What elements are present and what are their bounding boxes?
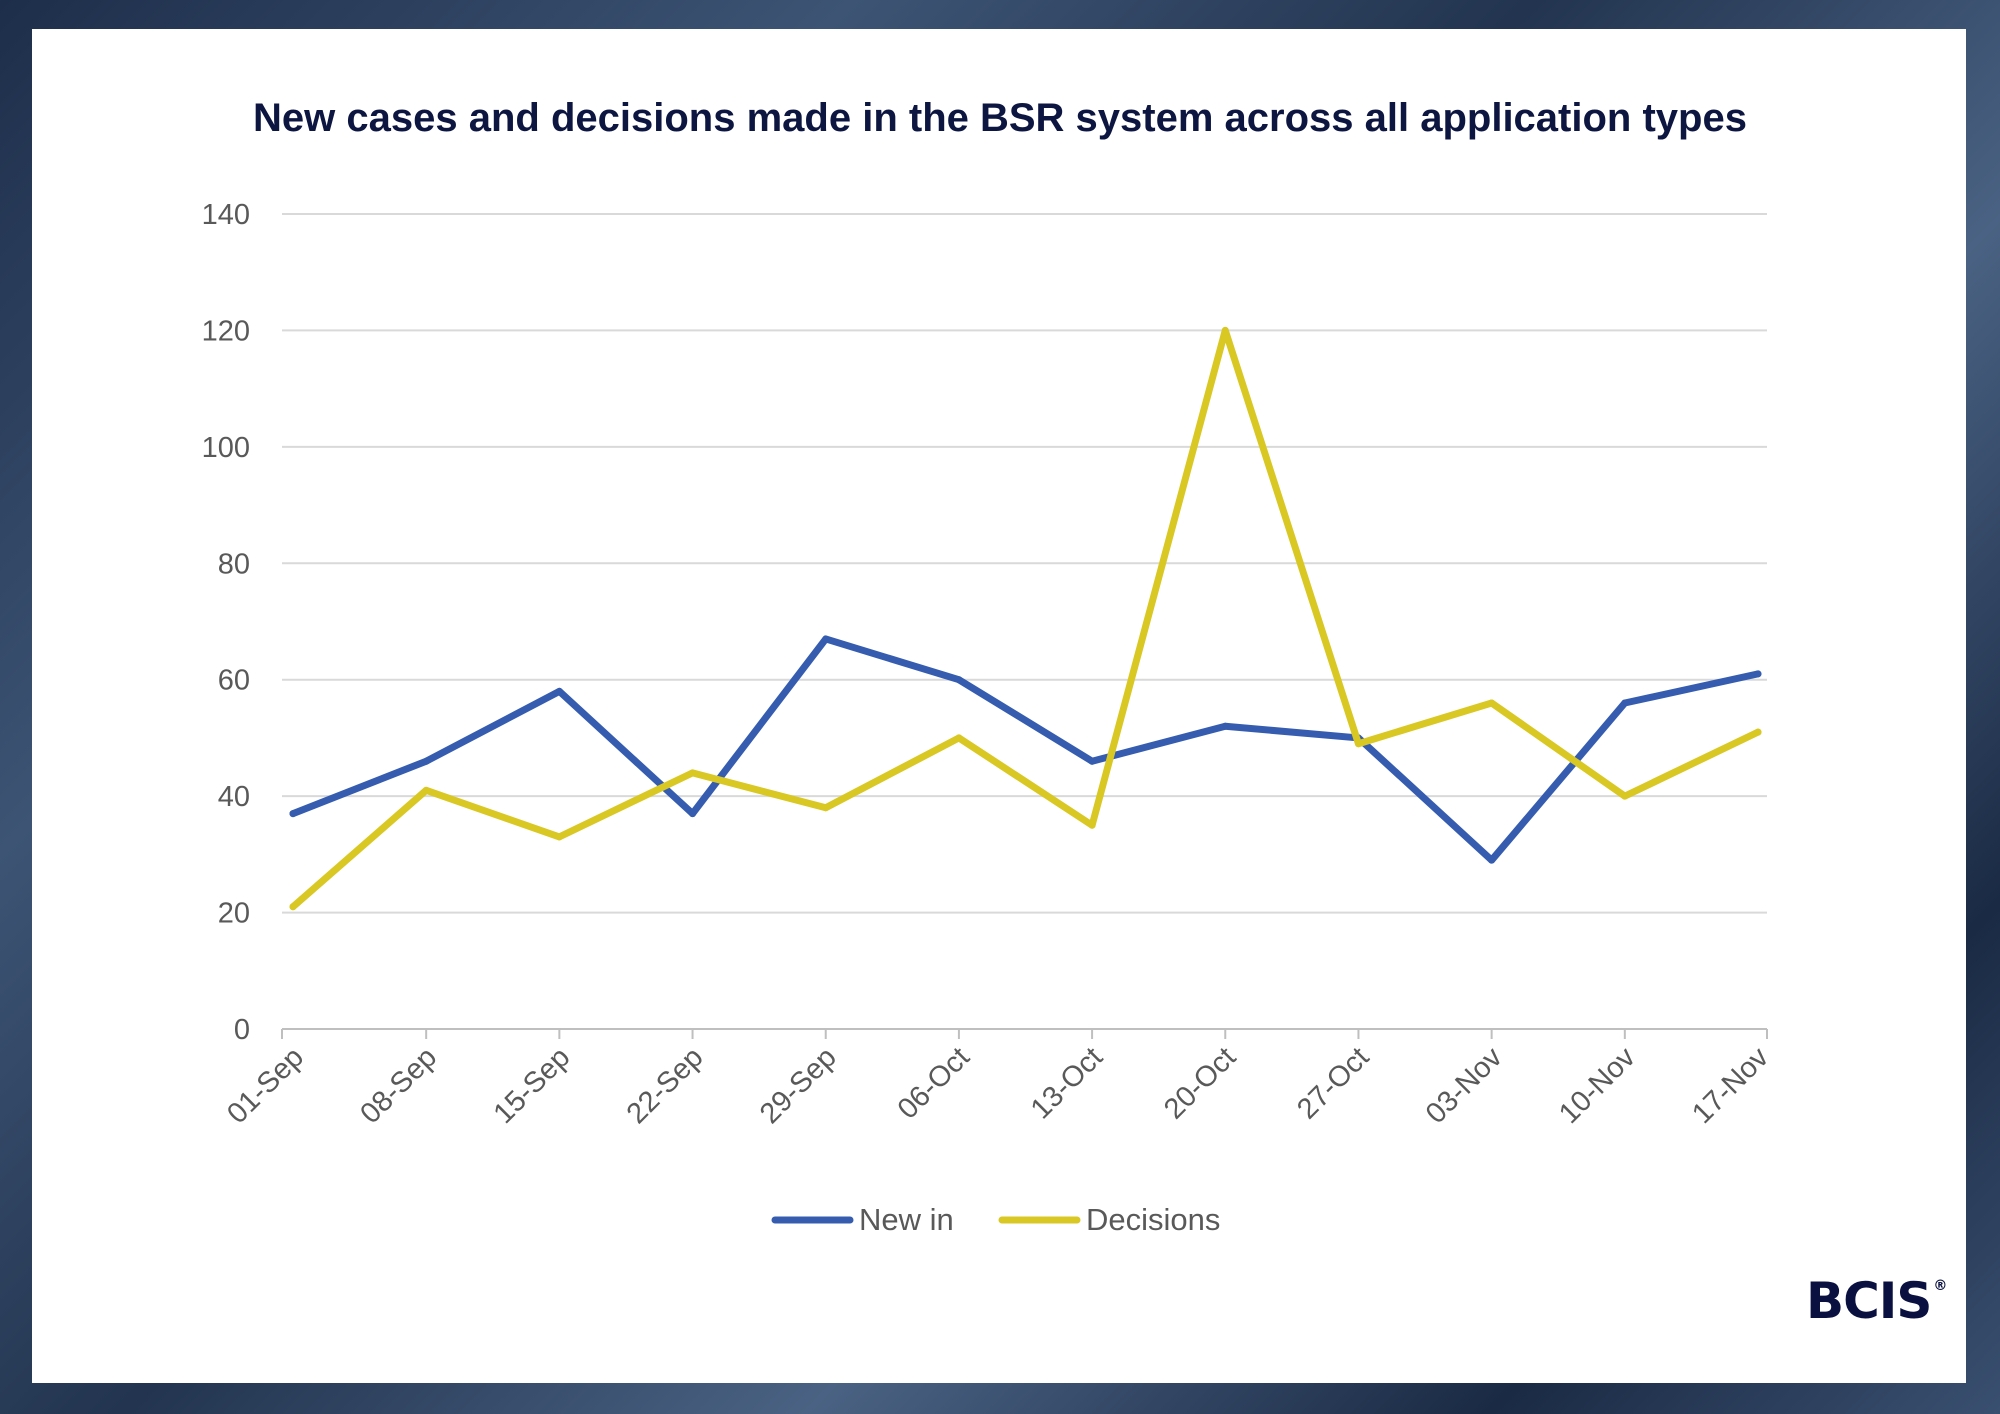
legend-label: Decisions — [1086, 1202, 1220, 1237]
data-point — [955, 676, 963, 684]
series-line-new-in — [289, 635, 1762, 864]
data-point — [955, 734, 963, 742]
bcis-logo: BCIS ® — [1806, 1272, 1947, 1330]
data-point — [822, 635, 830, 643]
x-tick-label: 17-Nov — [1686, 1041, 1775, 1130]
series-line-decisions — [289, 326, 1762, 911]
data-point — [289, 903, 297, 911]
data-point — [822, 804, 830, 812]
data-point — [689, 769, 697, 777]
data-point — [1488, 856, 1496, 864]
y-tick-label: 60 — [218, 665, 250, 697]
data-point — [1488, 699, 1496, 707]
data-point — [689, 810, 697, 818]
y-tick-label: 0 — [234, 1014, 250, 1046]
x-tick-label: 15-Sep — [488, 1041, 577, 1130]
data-point — [1621, 699, 1629, 707]
data-point — [1754, 728, 1762, 736]
data-point — [1754, 670, 1762, 678]
data-point — [1221, 326, 1229, 334]
data-point — [1621, 792, 1629, 800]
x-tick-label: 22-Sep — [621, 1041, 710, 1130]
x-tick-label: 01-Sep — [221, 1041, 310, 1130]
y-tick-label: 80 — [218, 548, 250, 580]
data-point — [1088, 821, 1096, 829]
x-tick-label: 20-Oct — [1158, 1041, 1242, 1125]
data-point — [1221, 722, 1229, 730]
x-tick-label: 10-Nov — [1553, 1041, 1642, 1130]
data-point — [422, 786, 430, 794]
x-tick-label: 03-Nov — [1420, 1041, 1509, 1130]
data-point — [1354, 740, 1362, 748]
y-tick-label: 100 — [202, 432, 250, 464]
x-tick-label: 29-Sep — [754, 1041, 843, 1130]
data-point — [555, 833, 563, 841]
logo-text: BCIS — [1806, 1272, 1932, 1330]
data-point — [289, 810, 297, 818]
x-tick-label: 06-Oct — [892, 1041, 976, 1125]
legend-label: New in — [859, 1202, 954, 1237]
data-point — [422, 757, 430, 765]
x-tick-label: 13-Oct — [1025, 1041, 1109, 1125]
data-point — [555, 687, 563, 695]
x-tick-label: 08-Sep — [354, 1041, 443, 1130]
y-tick-label: 140 — [202, 199, 250, 231]
y-tick-label: 120 — [202, 315, 250, 347]
y-tick-label: 20 — [218, 898, 250, 930]
data-point — [1088, 757, 1096, 765]
y-tick-label: 40 — [218, 781, 250, 813]
chart-title: New cases and decisions made in the BSR … — [253, 96, 1747, 140]
registered-mark: ® — [1933, 1278, 1947, 1294]
x-tick-label: 27-Oct — [1291, 1041, 1375, 1125]
